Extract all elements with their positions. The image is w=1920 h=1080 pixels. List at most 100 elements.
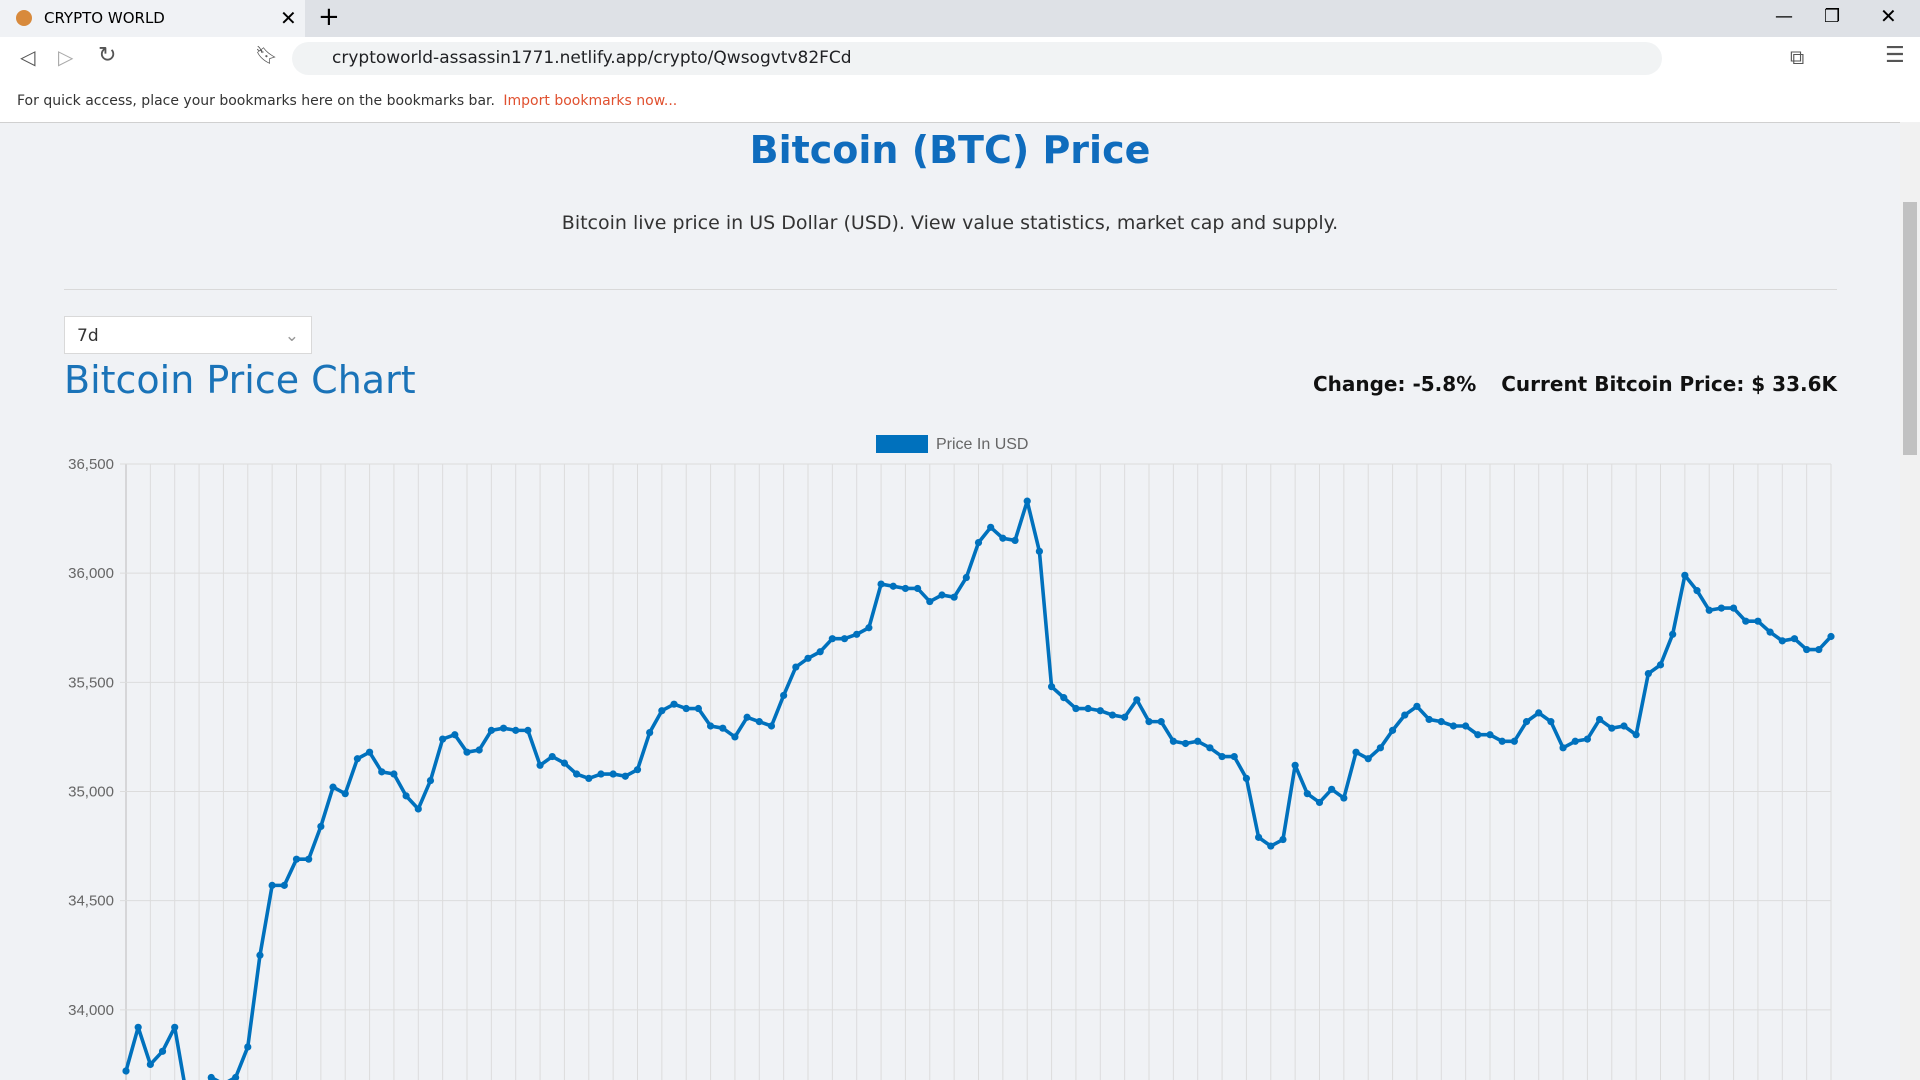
point — [1571, 737, 1579, 745]
point — [268, 881, 276, 889]
point — [1815, 645, 1823, 654]
point — [1669, 630, 1677, 638]
point — [1376, 744, 1384, 752]
point — [171, 1023, 179, 1031]
stats: Change: -5.8% Current Bitcoin Price: $ 33… — [1313, 372, 1837, 396]
point — [755, 718, 763, 726]
point — [1596, 715, 1604, 724]
point — [548, 752, 556, 761]
point — [1169, 737, 1177, 745]
restore[interactable]: ❐ — [1824, 6, 1841, 27]
point — [1023, 497, 1031, 505]
point — [816, 648, 824, 656]
url: cryptoworld-assassin1771.netlify.app/cry… — [332, 48, 852, 68]
point — [1047, 683, 1056, 691]
select-arrow: ⌄ — [284, 326, 299, 346]
point — [633, 766, 642, 774]
toolbar: ◁ ▷ ↻ 🔖︎ cryptoworld-assassin1771.netlif… — [0, 37, 1920, 81]
point — [1656, 661, 1665, 669]
extensions[interactable]: ⧉ — [1790, 45, 1805, 69]
tab-title: CRYPTO WORLD — [44, 9, 165, 27]
point — [390, 770, 398, 778]
change: Change: -5.8% — [1312, 372, 1477, 396]
point — [1803, 645, 1811, 654]
close-tab[interactable]: ✕ — [280, 6, 297, 30]
point — [1267, 842, 1275, 850]
point — [134, 1023, 142, 1031]
point — [1072, 704, 1080, 713]
reload[interactable]: ↻ — [98, 43, 117, 68]
point — [1693, 587, 1701, 595]
point — [560, 759, 569, 767]
current-price: Current Bitcoin Price: $ 33.6K — [1501, 372, 1837, 396]
y-tick-label: 34,000 — [68, 1002, 114, 1019]
point — [1181, 739, 1190, 748]
point — [1681, 571, 1689, 579]
point — [1729, 604, 1738, 612]
bookmarks-hint: For quick access, place your bookmarks h… — [17, 93, 495, 109]
close-window[interactable]: ✕ — [1880, 4, 1897, 28]
import-link[interactable]: Import bookmarks now... — [503, 93, 678, 109]
tab[interactable]: CRYPTO WORLD ✕ — [0, 0, 305, 37]
point — [1754, 617, 1762, 625]
point — [1315, 798, 1324, 807]
legend-swatch — [876, 435, 928, 453]
period-select[interactable]: 7d ⌄ — [64, 316, 312, 354]
point — [353, 755, 361, 763]
point — [706, 722, 715, 730]
point — [1291, 761, 1299, 769]
point — [146, 1060, 154, 1069]
new-tab[interactable]: + — [318, 2, 340, 32]
point — [402, 792, 410, 800]
point — [158, 1047, 167, 1055]
point — [1133, 696, 1141, 704]
point — [1717, 604, 1725, 612]
point — [853, 630, 861, 638]
point — [475, 746, 483, 754]
period-value: 7d — [77, 326, 99, 346]
chart-heading: Bitcoin Price Chart — [64, 358, 416, 402]
point — [1486, 731, 1494, 739]
point — [1742, 617, 1750, 625]
point — [1035, 547, 1043, 555]
point — [1096, 707, 1104, 715]
point — [1145, 718, 1153, 726]
point — [1011, 536, 1019, 545]
point — [451, 731, 459, 739]
point — [1108, 711, 1117, 719]
back[interactable]: ◁ — [20, 45, 36, 69]
scrollbar[interactable] — [1900, 122, 1920, 1080]
bookmark[interactable]: 🔖︎ — [255, 45, 278, 66]
legend-label: Price In USD — [936, 436, 1028, 453]
page-subtitle: Bitcoin live price in US Dollar (USD). V… — [561, 212, 1339, 234]
point — [232, 1073, 240, 1080]
y-tick-label: 36,000 — [68, 565, 114, 582]
point — [597, 770, 605, 778]
point — [974, 539, 983, 547]
point — [329, 783, 337, 791]
point — [1388, 726, 1397, 734]
point — [658, 707, 666, 715]
point — [1352, 748, 1360, 756]
forward[interactable]: ▷ — [58, 45, 74, 69]
menu[interactable]: ☰ — [1885, 43, 1905, 68]
point — [1474, 731, 1482, 739]
point — [938, 591, 946, 599]
point — [1608, 724, 1616, 732]
point — [828, 635, 836, 643]
scroll-thumb[interactable] — [1903, 202, 1917, 455]
point — [914, 584, 922, 593]
point — [256, 951, 264, 959]
minimize[interactable]: — — [1775, 6, 1793, 27]
point — [1206, 744, 1214, 752]
point — [439, 735, 447, 743]
point — [694, 704, 702, 713]
divider — [64, 289, 1837, 290]
point — [1498, 737, 1506, 745]
address-bar[interactable]: cryptoworld-assassin1771.netlify.app/cry… — [292, 42, 1662, 75]
point — [621, 772, 629, 780]
point — [1413, 702, 1421, 710]
point — [987, 523, 995, 531]
point — [1705, 606, 1713, 614]
